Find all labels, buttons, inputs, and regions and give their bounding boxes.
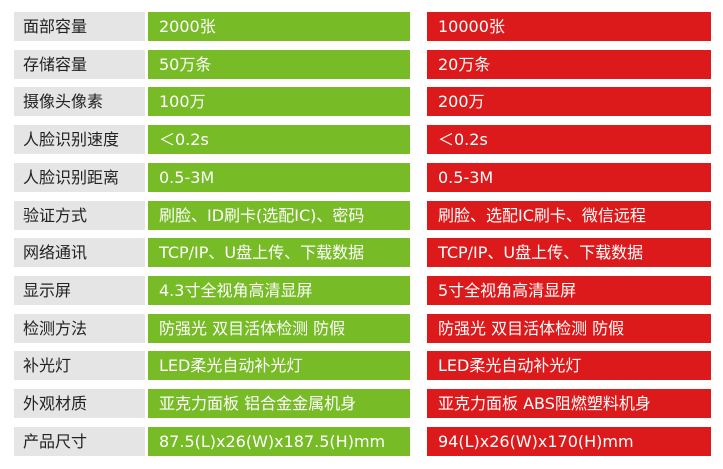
left-product-value: ＜0.2s (148, 125, 410, 155)
right-product-value: 亚克力面板 ABS阻燃塑料机身 (427, 389, 711, 418)
table-row: 检测方法 防强光 双目活体检测 防假 防强光 双目活体检测 防假 (14, 313, 711, 343)
spec-label: 存储容量 (14, 49, 145, 79)
left-product-value: 防强光 双目活体检测 防假 (148, 313, 410, 343)
table-row: 网络通讯 TCP/IP、U盘上传、下载数据 TCP/IP、U盘上传、下载数据 (14, 238, 711, 268)
table-row: 存储容量 50万条 20万条 (14, 49, 711, 79)
table-row: 显示屏 4.3寸全视角高清显屏 5寸全视角高清显屏 (14, 275, 711, 305)
spec-label: 显示屏 (14, 275, 145, 305)
left-product-value: 刷脸、ID刷卡(选配IC)、密码 (148, 200, 410, 230)
table-row: 补光灯 LED柔光自动补光灯 LED柔光自动补光灯 (14, 351, 711, 381)
spec-label: 补光灯 (14, 351, 145, 381)
right-product-value: ＜0.2s (427, 125, 711, 155)
right-product-value: 0.5-3M (427, 162, 711, 192)
left-product-value: 100万 (148, 87, 410, 117)
right-product-value: 20万条 (427, 49, 711, 79)
left-product-value: TCP/IP、U盘上传、下载数据 (148, 238, 410, 268)
left-product-value: 87.5(L)x26(W)x187.5(H)mm (148, 426, 410, 456)
spec-label: 外观材质 (14, 389, 145, 418)
left-product-value: 50万条 (148, 49, 410, 79)
right-product-value: LED柔光自动补光灯 (427, 351, 711, 381)
spec-label: 验证方式 (14, 200, 145, 230)
right-product-value: 防强光 双目活体检测 防假 (427, 313, 711, 343)
left-product-value: 亚克力面板 铝合金金属机身 (148, 389, 410, 418)
right-product-value: 200万 (427, 87, 711, 117)
right-product-value: 5寸全视角高清显屏 (427, 275, 711, 305)
right-product-value: 94(L)x26(W)x170(H)mm (427, 426, 711, 456)
spec-label: 摄像头像素 (14, 87, 145, 117)
spec-label: 网络通讯 (14, 238, 145, 268)
table-row: 产品尺寸 87.5(L)x26(W)x187.5(H)mm 94(L)x26(W)x… (14, 426, 711, 456)
table-row: 摄像头像素 100万 200万 (14, 87, 711, 117)
table-row: 外观材质 亚克力面板 铝合金金属机身 亚克力面板 ABS阻燃塑料机身 (14, 389, 711, 418)
spec-label: 检测方法 (14, 313, 145, 343)
table-row: 人脸识别距离 0.5-3M 0.5-3M (14, 162, 711, 192)
table-row: 面部容量 2000张 10000张 (14, 12, 711, 41)
right-product-value: 10000张 (427, 12, 711, 41)
table-row: 人脸识别速度 ＜0.2s ＜0.2s (14, 125, 711, 155)
spec-label: 产品尺寸 (14, 426, 145, 456)
right-product-value: TCP/IP、U盘上传、下载数据 (427, 238, 711, 268)
left-product-value: 2000张 (148, 12, 410, 41)
spec-label: 人脸识别距离 (14, 162, 145, 192)
left-product-value: 4.3寸全视角高清显屏 (148, 275, 410, 305)
left-product-value: LED柔光自动补光灯 (148, 351, 410, 381)
spec-label: 面部容量 (14, 12, 145, 41)
spec-label: 人脸识别速度 (14, 125, 145, 155)
right-product-value: 刷脸、选配IC刷卡、微信远程 (427, 200, 711, 230)
table-row: 验证方式 刷脸、ID刷卡(选配IC)、密码 刷脸、选配IC刷卡、微信远程 (14, 200, 711, 230)
left-product-value: 0.5-3M (148, 162, 410, 192)
